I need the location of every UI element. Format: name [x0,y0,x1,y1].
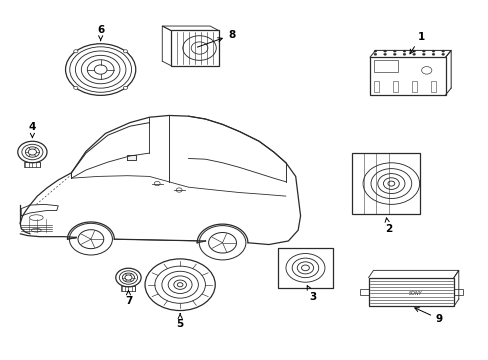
Bar [170,31,218,66]
Circle shape [74,50,78,53]
Text: 1: 1 [409,32,424,54]
Bar [373,60,397,72]
Bar [430,81,435,92]
Circle shape [373,53,376,55]
Circle shape [123,86,127,89]
Text: 2: 2 [384,218,391,234]
Text: 7: 7 [124,291,132,306]
Circle shape [383,53,386,55]
Circle shape [373,50,376,52]
Bar [392,81,397,92]
Circle shape [402,50,405,52]
Text: 5: 5 [176,314,183,329]
Text: 3: 3 [306,285,316,302]
Circle shape [74,86,78,89]
Circle shape [441,50,444,52]
Circle shape [392,53,395,55]
Circle shape [123,50,127,53]
Bar [411,81,416,92]
Text: 9: 9 [414,308,442,324]
Text: SONY: SONY [408,291,422,296]
Circle shape [441,53,444,55]
Circle shape [412,50,415,52]
Text: 6: 6 [97,25,104,41]
Bar [278,248,332,288]
Circle shape [402,53,405,55]
Bar [453,289,462,295]
Circle shape [431,53,434,55]
Bar [368,278,453,306]
Circle shape [383,50,386,52]
Text: 4: 4 [29,122,36,138]
Bar [369,57,445,95]
Circle shape [422,53,425,55]
Bar [24,162,41,167]
Circle shape [431,50,434,52]
Circle shape [412,53,415,55]
Circle shape [422,50,425,52]
Bar [351,153,419,214]
Bar [373,81,379,92]
Polygon shape [127,155,136,160]
Bar [121,287,135,291]
Text: 8: 8 [197,30,235,47]
Bar [359,289,368,295]
Circle shape [392,50,395,52]
